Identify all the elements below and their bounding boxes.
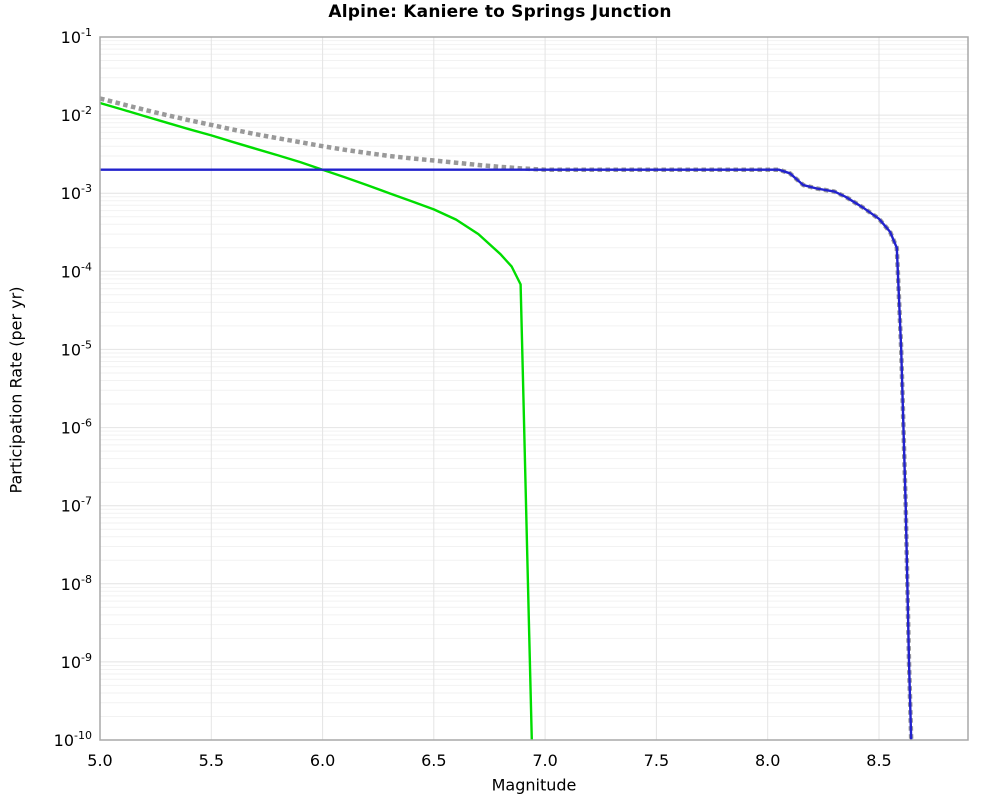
x-tick-labels: 5.0 5.5 6.0 6.5 7.0 7.5 8.0 8.5 (87, 751, 891, 770)
gray-dotted-total-path (100, 96, 914, 740)
x-tick-label: 8.0 (755, 751, 780, 770)
x-tick-label: 6.5 (421, 751, 446, 770)
y-tick-label: 10-2 (61, 104, 92, 125)
y-tick-label: 10-5 (61, 338, 92, 359)
x-tick-label: 5.0 (87, 751, 112, 770)
y-tick-label: 10-10 (54, 729, 92, 750)
y-tick-label: 10-1 (61, 26, 92, 47)
y-tick-label: 10-7 (61, 495, 92, 516)
minor-gridlines (100, 40, 968, 717)
y-tick-label: 10-9 (61, 651, 92, 672)
y-tick-label: 10-6 (61, 417, 92, 438)
y-tick-labels: 10-1 10-2 10-3 10-4 10-5 10-6 10-7 10-8 10-9 10-1… (54, 26, 92, 750)
green-curve-path (100, 101, 533, 740)
x-tick-label: 6.0 (310, 751, 335, 770)
y-tick-label: 10-3 (61, 182, 92, 203)
x-tick-label: 7.5 (644, 751, 669, 770)
y-tick-label: 10-8 (61, 573, 92, 594)
x-tick-label: 5.5 (199, 751, 224, 770)
x-axis-label: Magnitude (491, 775, 577, 795)
blue-curve-path (100, 168, 913, 740)
major-gridlines (100, 37, 968, 740)
data-series (100, 96, 914, 740)
x-tick-label: 8.5 (866, 751, 891, 770)
y-tick-label: 10-4 (61, 260, 92, 281)
plot-border (99, 36, 969, 741)
y-axis-label: Participation Rate (per yr) (6, 286, 26, 494)
x-tick-label: 7.0 (532, 751, 557, 770)
chart-title: Alpine: Kaniere to Springs Junction (328, 2, 672, 22)
